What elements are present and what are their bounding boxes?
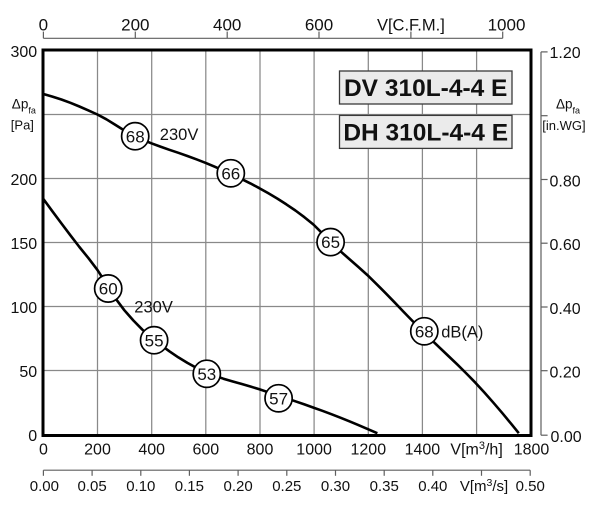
- svg-text:1.20: 1.20: [550, 45, 581, 62]
- svg-text:0.15: 0.15: [175, 478, 204, 495]
- svg-text:0.00: 0.00: [551, 429, 582, 446]
- svg-text:55: 55: [145, 331, 164, 350]
- svg-text:V[m3/h]: V[m3/h]: [450, 440, 502, 459]
- svg-text:150: 150: [10, 236, 37, 253]
- svg-text:400: 400: [213, 16, 241, 35]
- svg-text:0.50: 0.50: [516, 478, 545, 495]
- svg-text:60: 60: [99, 280, 118, 299]
- svg-text:230V: 230V: [134, 299, 173, 317]
- svg-text:V[C.F.M.]: V[C.F.M.]: [377, 17, 445, 35]
- svg-text:0.60: 0.60: [550, 237, 581, 254]
- svg-text:0.30: 0.30: [321, 478, 350, 495]
- svg-text:57: 57: [269, 389, 288, 408]
- svg-text:1400: 1400: [405, 442, 441, 459]
- svg-text:300: 300: [10, 44, 37, 61]
- svg-text:400: 400: [138, 442, 165, 459]
- svg-text:1000: 1000: [488, 16, 526, 35]
- svg-text:1000: 1000: [296, 442, 332, 459]
- svg-text:0.20: 0.20: [550, 365, 581, 382]
- svg-text:53: 53: [197, 365, 216, 384]
- svg-text:50: 50: [19, 364, 37, 381]
- svg-text:100: 100: [10, 300, 37, 317]
- svg-text:65: 65: [321, 233, 340, 252]
- svg-text:68: 68: [126, 127, 145, 146]
- svg-text:DV 310L-4-4 E: DV 310L-4-4 E: [344, 75, 507, 102]
- svg-text:0.00: 0.00: [30, 478, 59, 495]
- svg-text:0: 0: [39, 442, 48, 459]
- svg-text:230V: 230V: [160, 126, 199, 144]
- svg-text:200: 200: [10, 172, 37, 189]
- svg-text:800: 800: [247, 442, 274, 459]
- svg-text:V[m3/s]: V[m3/s]: [460, 477, 508, 495]
- svg-text:DH 310L-4-4 E: DH 310L-4-4 E: [343, 120, 508, 147]
- svg-text:200: 200: [121, 16, 149, 35]
- svg-text:0.40: 0.40: [418, 478, 447, 495]
- svg-text:0: 0: [28, 428, 37, 445]
- svg-text:1800: 1800: [514, 442, 550, 459]
- svg-text:600: 600: [305, 16, 333, 35]
- svg-text:1200: 1200: [351, 442, 387, 459]
- svg-text:0.20: 0.20: [223, 478, 252, 495]
- svg-text:0.40: 0.40: [550, 301, 581, 318]
- svg-text:0.80: 0.80: [550, 173, 581, 190]
- svg-text:66: 66: [221, 164, 240, 183]
- svg-text:0.05: 0.05: [77, 478, 106, 495]
- svg-text:0.10: 0.10: [126, 478, 155, 495]
- svg-text:68: 68: [415, 322, 434, 341]
- svg-text:dB(A): dB(A): [441, 324, 483, 342]
- svg-text:600: 600: [192, 442, 219, 459]
- svg-text:0.35: 0.35: [370, 478, 399, 495]
- svg-text:[in.WG]: [in.WG]: [542, 118, 585, 133]
- svg-text:0: 0: [39, 16, 48, 35]
- svg-text:[Pa]: [Pa]: [11, 117, 34, 132]
- svg-text:0.25: 0.25: [272, 478, 301, 495]
- svg-text:200: 200: [84, 442, 111, 459]
